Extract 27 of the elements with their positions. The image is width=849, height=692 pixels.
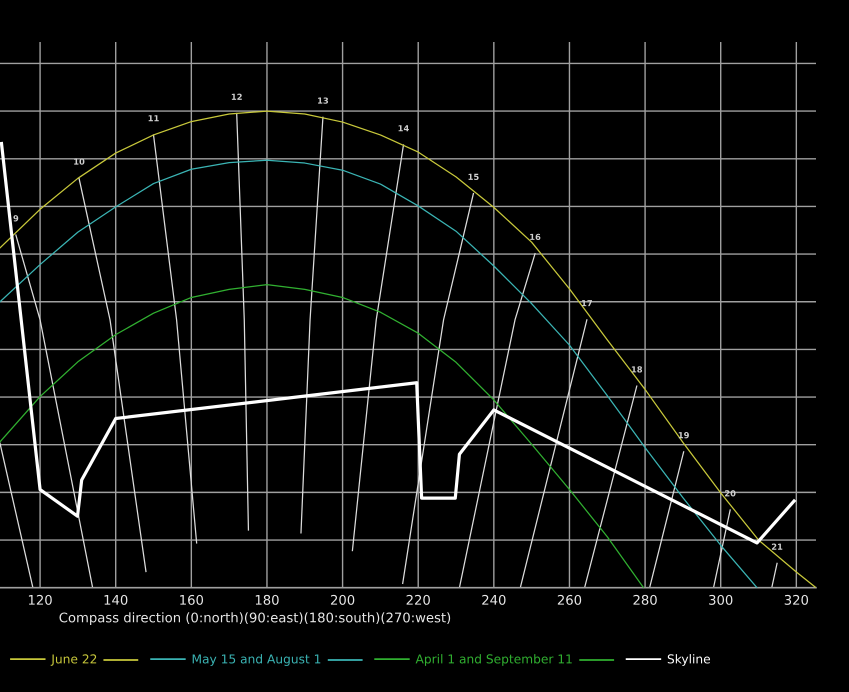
legend-label: Skyline [668,654,710,666]
legend-label: June 22 [50,654,96,666]
annotation: 9 [13,215,18,222]
x-tick-label: 160 [180,594,204,605]
legend-label: April 1 and September 11 [416,654,572,666]
annotation: 12 [232,94,242,100]
annotation: 21 [772,544,782,550]
x-tick-label: 120 [28,594,52,605]
annotation: 14 [398,125,409,132]
legend-label: May 15 and August 1 [192,654,320,666]
x-tick-label: 200 [330,594,354,605]
annotation: 18 [632,366,642,373]
x-tick-label: 280 [633,594,657,605]
x-tick-label: 260 [558,594,582,605]
x-tick-label: 240 [482,594,506,605]
annotation: 13 [318,97,328,104]
annotation: 11 [148,115,159,122]
annotation: 15 [468,174,479,180]
annotation: 16 [530,234,540,240]
x-tick-label: 320 [784,594,808,605]
annotation: 10 [74,158,84,165]
x-axis-title: Compass direction (0:north)(90:east)(180:south)(270:west) [59,612,450,626]
annotation: 19 [678,432,689,438]
x-tick-label: 140 [104,594,128,605]
x-tick-label: 180 [256,594,279,605]
x-tick-label: 220 [406,594,430,605]
x-tick-label: 300 [709,594,732,605]
